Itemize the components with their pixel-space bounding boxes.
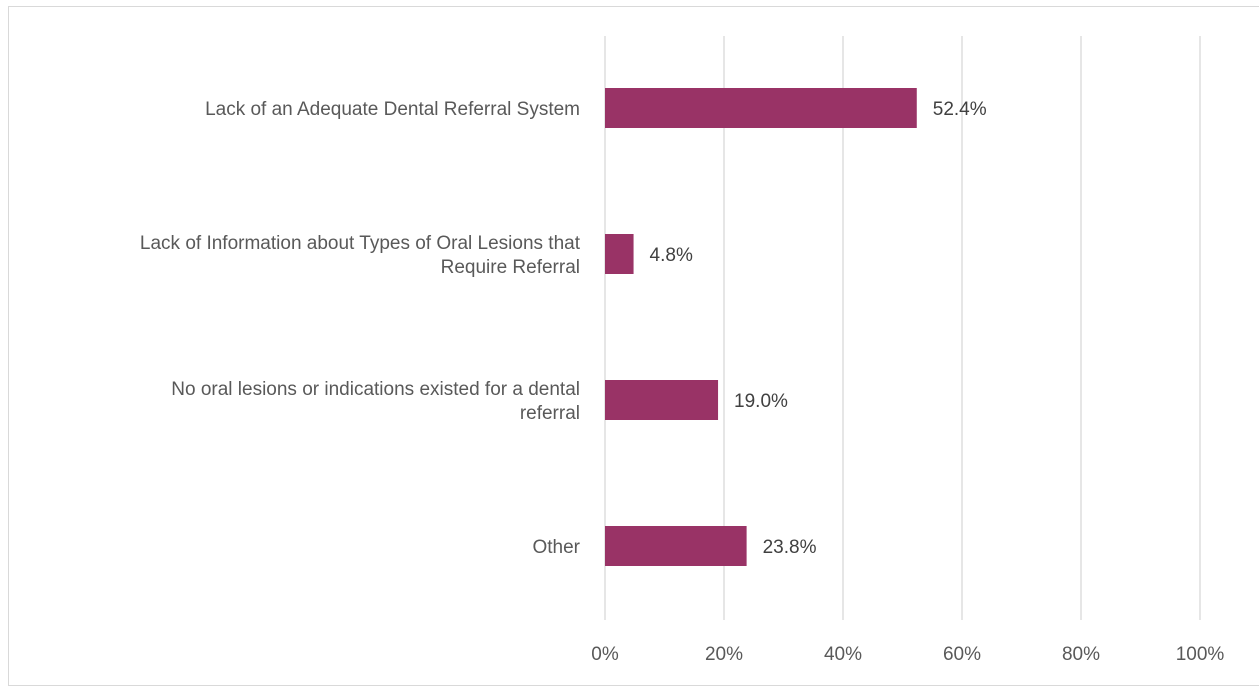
x-axis-tick-labels: 0% 20% 40% 60% 80% 100% xyxy=(591,644,1224,665)
x-tick-label: 0% xyxy=(591,644,619,665)
x-tick-label: 80% xyxy=(1062,644,1100,665)
data-labels: 52.4% 4.8% 19.0% 23.8% xyxy=(650,99,987,558)
bar xyxy=(605,380,719,420)
data-label: 23.8% xyxy=(763,537,817,558)
data-label: 52.4% xyxy=(933,99,987,120)
bar xyxy=(605,234,634,274)
category-label-line: Lack of an Adequate Dental Referral Syst… xyxy=(205,99,580,120)
category-labels: Lack of an Adequate Dental Referral Syst… xyxy=(140,99,581,558)
category-label: Lack of Information about Types of Oral … xyxy=(140,233,581,278)
category-label-line: referral xyxy=(520,403,580,424)
category-label-line: Require Referral xyxy=(441,257,580,278)
category-label: Other xyxy=(532,537,580,558)
x-tick-label: 20% xyxy=(705,644,743,665)
data-label: 4.8% xyxy=(650,245,693,266)
category-label: No oral lesions or indications existed f… xyxy=(171,379,580,424)
x-tick-label: 60% xyxy=(943,644,981,665)
category-label: Lack of an Adequate Dental Referral Syst… xyxy=(205,99,580,120)
data-label: 19.0% xyxy=(734,391,788,412)
category-label-line: Lack of Information about Types of Oral … xyxy=(140,233,581,254)
gridlines xyxy=(604,36,1201,620)
x-tick-label: 100% xyxy=(1176,644,1225,665)
bars xyxy=(605,88,917,566)
x-tick-label: 40% xyxy=(824,644,862,665)
bar xyxy=(605,526,747,566)
category-label-line: No oral lesions or indications existed f… xyxy=(171,379,580,400)
category-label-line: Other xyxy=(532,537,580,558)
bar xyxy=(605,88,917,128)
